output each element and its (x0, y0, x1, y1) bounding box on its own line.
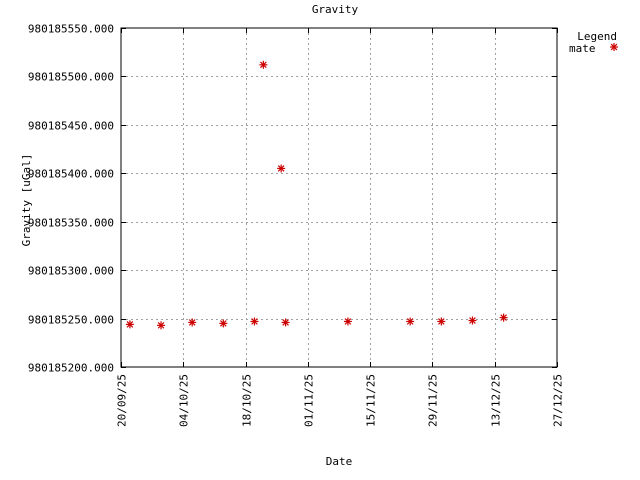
data-point (281, 318, 290, 327)
data-point (157, 321, 166, 330)
data-point (125, 320, 134, 329)
legend-marker-star (610, 43, 618, 51)
tick-layer (121, 28, 558, 368)
y-axis-label: Gravity [uGal] (20, 154, 33, 247)
x-tick-label: 01/11/25 (303, 374, 316, 427)
legend: Legend mate (569, 30, 618, 55)
y-tick-label: 980185450.000 (28, 120, 114, 133)
y-tick-label: 980185500.000 (28, 71, 114, 84)
x-tick-label: 15/11/25 (365, 374, 378, 427)
data-point (343, 317, 352, 326)
x-tick-label: 18/10/25 (241, 374, 254, 427)
legend-marker-icon (610, 43, 618, 51)
y-tick-label: 980185350.000 (28, 217, 114, 230)
x-tick-label: 27/12/25 (552, 374, 565, 427)
y-tick-label: 980185300.000 (28, 265, 114, 278)
x-tick-label: 04/10/25 (178, 374, 191, 427)
grid-layer (121, 28, 557, 367)
data-point (219, 319, 228, 328)
legend-entry-label: mate (569, 42, 596, 55)
label-layer: 980185200.000 980185250.000 980185300.000 9… (28, 23, 565, 427)
plot-frame (120, 27, 558, 368)
x-tick-label: 20/09/25 (116, 374, 129, 427)
x-axis-label: Date (326, 455, 353, 468)
y-tick-label: 980185550.000 (28, 23, 114, 36)
data-point (406, 317, 415, 326)
data-point (259, 60, 268, 69)
legend-title: Legend (577, 30, 617, 43)
data-point (188, 318, 197, 327)
chart-title: Gravity (312, 3, 359, 16)
y-tick-label: 980185400.000 (28, 168, 114, 181)
data-point (499, 313, 508, 322)
x-tick-label: 13/12/25 (490, 374, 503, 427)
data-point (437, 317, 446, 326)
data-point (250, 317, 259, 326)
data-point (468, 316, 477, 325)
y-tick-label: 980185250.000 (28, 314, 114, 327)
point-layer (125, 60, 508, 330)
data-point (277, 164, 286, 173)
y-tick-label: 980185200.000 (28, 362, 114, 375)
x-tick-label: 29/11/25 (427, 374, 440, 427)
